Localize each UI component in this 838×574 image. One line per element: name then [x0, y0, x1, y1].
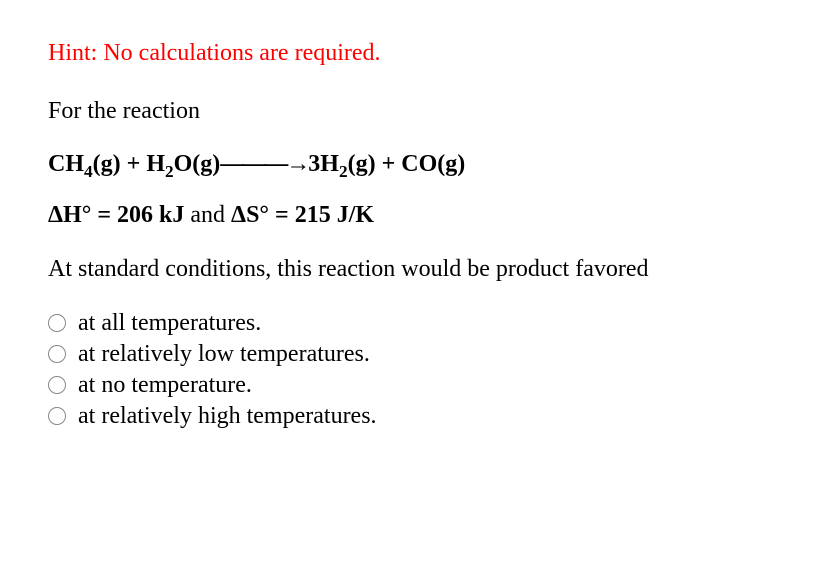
radio-icon[interactable]	[48, 345, 66, 363]
product1-species: H	[320, 151, 339, 177]
delta-h-value: 206 kJ	[117, 202, 184, 228]
reactant2-species-o: O	[174, 151, 193, 177]
radio-icon[interactable]	[48, 407, 66, 425]
thermo-line: ΔH° = 206 kJ and ΔS° = 215 J/K	[48, 202, 790, 229]
reaction-equation: CH4(g) + H2O(g)———→3H2(g) + CO(g)	[48, 151, 790, 178]
and-text: and	[184, 202, 231, 228]
lead-text: For the reaction	[48, 95, 790, 127]
product1-sub: 2	[339, 162, 348, 181]
option-label: at all temperatures.	[78, 310, 261, 337]
reactant2-phase: (g)	[192, 151, 220, 177]
plus-2: +	[376, 151, 402, 177]
plus-1: +	[121, 151, 147, 177]
question-text: At standard conditions, this reaction wo…	[48, 253, 790, 285]
eq2: =	[269, 202, 295, 228]
reactant2-sub: 2	[165, 162, 174, 181]
option-row[interactable]: at relatively low temperatures.	[48, 341, 790, 368]
option-row[interactable]: at all temperatures.	[48, 310, 790, 337]
eq1: =	[91, 202, 117, 228]
product2-species: CO	[401, 151, 437, 177]
reactant2-species-h: H	[146, 151, 165, 177]
reactant1-species: CH	[48, 151, 84, 177]
options-group: at all temperatures. at relatively low t…	[48, 310, 790, 430]
option-label: at relatively low temperatures.	[78, 341, 370, 368]
delta-s-value: 215 J/K	[295, 202, 374, 228]
product1-phase: (g)	[348, 151, 376, 177]
delta-s-label: ΔS°	[231, 202, 269, 228]
option-row[interactable]: at no temperature.	[48, 372, 790, 399]
product2-phase: (g)	[437, 151, 465, 177]
reactant1-phase: (g)	[93, 151, 121, 177]
delta-h-label: ΔH°	[48, 202, 91, 228]
hint-text: Hint: No calculations are required.	[48, 40, 790, 67]
reactant1-sub: 4	[84, 162, 93, 181]
option-label: at no temperature.	[78, 372, 252, 399]
radio-icon[interactable]	[48, 376, 66, 394]
product1-coeff: 3	[308, 151, 320, 177]
option-label: at relatively high temperatures.	[78, 403, 377, 430]
reaction-arrow: ———→	[220, 151, 308, 178]
option-row[interactable]: at relatively high temperatures.	[48, 403, 790, 430]
radio-icon[interactable]	[48, 314, 66, 332]
